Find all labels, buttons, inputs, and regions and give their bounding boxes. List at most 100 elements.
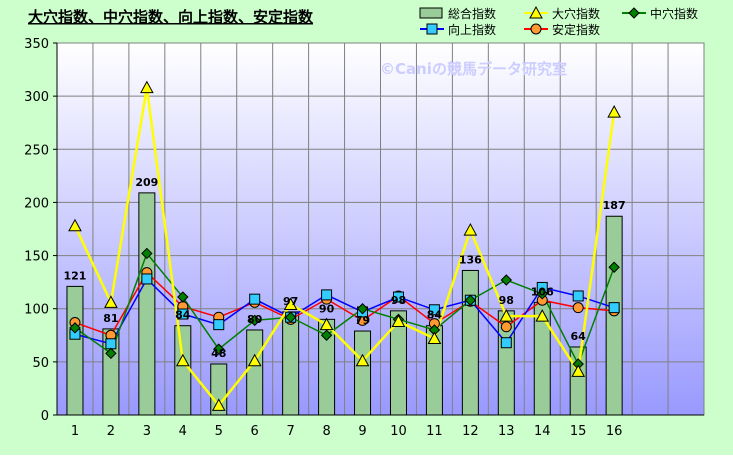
bar-data-label: 106 xyxy=(531,285,554,298)
marker-triangle xyxy=(535,309,550,322)
marker-triangle xyxy=(283,297,298,310)
x-tick-label: 5 xyxy=(215,424,223,439)
marker-diamond xyxy=(500,274,513,286)
marker-square xyxy=(321,289,333,301)
marker-triangle xyxy=(175,353,190,367)
bar-data-label: 209 xyxy=(135,176,158,189)
bar-data-label: 84 xyxy=(175,309,191,322)
legend-label: 総合指数 xyxy=(448,6,496,21)
x-tick-label: 15 xyxy=(570,424,587,439)
bar xyxy=(138,192,156,416)
marker-square xyxy=(428,304,440,316)
marker-square xyxy=(105,338,117,350)
marker-square xyxy=(141,273,153,285)
marker-triangle xyxy=(140,80,154,94)
x-tick-label: 12 xyxy=(462,424,479,439)
y-tick-label: 150 xyxy=(24,250,49,265)
x-tick-label: 8 xyxy=(322,424,330,439)
x-tick-label: 11 xyxy=(426,424,443,439)
marker-triangle xyxy=(68,218,82,232)
x-tick-label: 6 xyxy=(251,424,259,439)
watermark: ©Caniの競馬データ研究室 xyxy=(380,60,567,78)
y-tick-label: 0 xyxy=(41,409,49,424)
marker-circle xyxy=(572,302,584,314)
marker-diamond xyxy=(248,314,261,327)
marker-square xyxy=(392,291,404,303)
bar-data-label: 136 xyxy=(459,253,482,266)
x-tick-label: 3 xyxy=(143,424,151,439)
bar-data-label: 98 xyxy=(499,294,514,307)
marker-diamond xyxy=(356,303,369,315)
bar-data-label: 121 xyxy=(63,269,86,282)
marker-triangle xyxy=(211,398,226,411)
marker-triangle xyxy=(427,331,442,344)
marker-square xyxy=(426,23,438,35)
marker-triangle xyxy=(529,5,543,19)
bar-data-label: 79 xyxy=(355,314,370,327)
legend-label: 向上指数 xyxy=(448,22,496,37)
marker-square xyxy=(177,308,189,320)
legend-label: 安定指数 xyxy=(552,22,600,37)
marker-diamond xyxy=(536,288,548,300)
bar-data-label: 97 xyxy=(283,295,298,308)
bar xyxy=(569,346,587,416)
x-tick-label: 16 xyxy=(606,424,623,439)
marker-circle xyxy=(530,23,542,35)
bar-data-label: 80 xyxy=(247,313,263,326)
marker-diamond xyxy=(284,311,297,323)
marker-diamond xyxy=(628,7,640,19)
marker-triangle xyxy=(247,353,262,367)
marker-diamond xyxy=(105,347,117,360)
bar xyxy=(174,325,192,416)
marker-diamond xyxy=(69,322,81,334)
bar xyxy=(246,329,264,416)
x-tick-label: 1 xyxy=(71,424,79,439)
bar-data-label: 90 xyxy=(319,302,335,315)
y-tick-label: 300 xyxy=(24,90,49,105)
marker-square xyxy=(572,290,584,302)
x-tick-label: 9 xyxy=(358,424,366,439)
marker-diamond xyxy=(213,343,225,355)
marker-square xyxy=(500,337,512,349)
marker-diamond xyxy=(141,247,153,260)
marker-diamond xyxy=(464,294,477,306)
y-tick-label: 200 xyxy=(24,196,49,211)
x-tick-label: 14 xyxy=(534,424,551,439)
bar-data-label: 64 xyxy=(571,330,587,343)
bar xyxy=(354,330,372,416)
marker-triangle xyxy=(391,314,406,327)
marker-triangle xyxy=(319,317,334,331)
marker-square xyxy=(608,302,620,314)
y-tick-label: 250 xyxy=(24,143,49,158)
marker-triangle xyxy=(499,309,514,322)
y-tick-label: 100 xyxy=(24,303,49,318)
marker-diamond xyxy=(320,329,333,341)
marker-circle xyxy=(500,321,512,333)
marker-diamond xyxy=(608,261,620,273)
bar xyxy=(282,311,300,416)
x-tick-label: 7 xyxy=(286,424,294,439)
marker-triangle xyxy=(463,223,478,236)
bar-data-label: 98 xyxy=(391,294,406,307)
series-line xyxy=(73,87,616,408)
marker-square xyxy=(213,319,225,331)
legend-label: 大穴指数 xyxy=(552,6,600,21)
series-line xyxy=(74,271,615,337)
marker-triangle xyxy=(571,364,586,377)
marker-triangle xyxy=(607,105,621,118)
marker-triangle xyxy=(104,295,118,308)
bar-data-label: 48 xyxy=(211,347,226,360)
legend-swatch-bar xyxy=(419,7,443,19)
x-tick-label: 4 xyxy=(179,424,187,439)
bar-data-label: 84 xyxy=(427,309,443,322)
chart-title: 大穴指数、中穴指数、向上指数、安定指数 xyxy=(28,8,314,26)
bar-data-label: 81 xyxy=(103,312,118,325)
bar xyxy=(461,269,479,416)
line-layer: 121 81 209 84 48 80 97 90 79 98 84 136 98 106 64 187 xyxy=(63,80,626,411)
x-tick-label: 2 xyxy=(107,424,115,439)
series-line xyxy=(74,251,615,366)
